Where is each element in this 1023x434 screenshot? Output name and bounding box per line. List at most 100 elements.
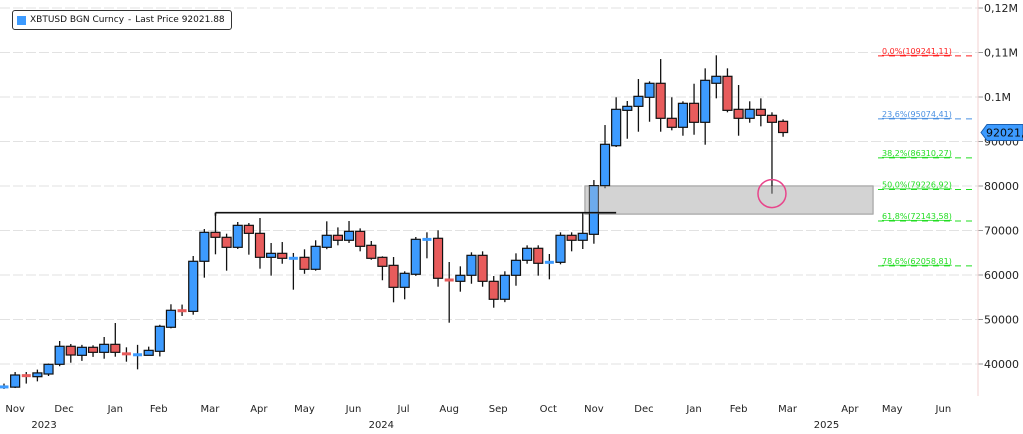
x-month-label: Jun (345, 404, 362, 415)
candle (355, 228, 366, 252)
x-month-label: Apr (841, 404, 859, 415)
candle-body (10, 374, 21, 388)
candle (533, 245, 544, 276)
candle-body (310, 245, 321, 270)
candle (199, 229, 210, 278)
candle (399, 271, 410, 300)
circle-marker (757, 178, 787, 209)
candle (711, 55, 722, 99)
candle (466, 252, 477, 284)
last-price-label: 92021,8 (986, 127, 1023, 140)
y-tick-label: 0,11M (984, 47, 1018, 60)
candle (76, 344, 88, 361)
legend: XBTUSD BGN Curncy - Last Price 92021.88 (12, 10, 232, 30)
candle-body (87, 346, 99, 353)
candle (722, 68, 733, 113)
x-month-label: Jun (935, 404, 952, 415)
candle (655, 59, 666, 132)
y-tick-label: 70000 (984, 225, 1019, 238)
candle-body-doji (444, 278, 454, 282)
last-price-tag (980, 124, 1023, 142)
candle (611, 97, 622, 148)
fib-label: 61,8%(72143,58) (882, 212, 952, 221)
candle (777, 119, 789, 137)
y-tick-label: 50000 (984, 314, 1019, 327)
candle-body (555, 234, 566, 263)
candle (499, 271, 510, 303)
candle (232, 222, 243, 250)
candle-body (755, 108, 766, 116)
x-month-label: Dec (634, 404, 653, 415)
x-year-label: 2024 (369, 420, 394, 431)
candle (110, 323, 121, 357)
candle-body (355, 230, 366, 247)
fib-label: 50,0%(79226,92) (882, 180, 952, 189)
legend-label: XBTUSD BGN Curncy (30, 15, 125, 25)
fib-label: 78,6%(62058,81) (882, 257, 952, 266)
fib-label: 0,0%(109241,11) (882, 47, 952, 56)
candle (221, 233, 232, 271)
candle-body (633, 95, 644, 107)
candle-body (477, 254, 488, 282)
candle-body (733, 108, 744, 119)
candle-body (188, 260, 199, 312)
candle-body (266, 252, 277, 258)
candle (277, 242, 288, 264)
candle (188, 255, 199, 315)
candle-body (110, 343, 121, 353)
x-month-label: Mar (200, 404, 220, 415)
candle (544, 253, 554, 280)
candle-body (221, 236, 232, 248)
candle (622, 101, 633, 139)
candle-body (622, 105, 633, 111)
candle (700, 68, 711, 145)
candle-body (611, 108, 622, 147)
candle-body (321, 234, 332, 248)
x-month-label: Nov (584, 404, 604, 415)
candle (432, 230, 444, 287)
x-month-label: Oct (540, 404, 557, 415)
legend-series: Last Price 92021.88 (135, 15, 225, 25)
candle-body (432, 237, 444, 279)
candle-body (388, 264, 399, 288)
candle-body (655, 82, 666, 119)
candle (154, 324, 165, 357)
fib-label: 23,6%(95074,41) (882, 110, 952, 119)
candle (254, 217, 266, 269)
candle-body (522, 247, 533, 261)
candle-body (154, 325, 165, 352)
candle (366, 241, 377, 260)
x-month-label: May (882, 404, 903, 415)
candle-body-doji (288, 256, 298, 260)
candle (143, 346, 154, 356)
candle (633, 79, 644, 132)
candle-body (777, 120, 789, 134)
candle-body (588, 185, 599, 235)
candle-body (32, 372, 43, 378)
candle-body (232, 224, 243, 248)
candle (310, 240, 321, 271)
candle (755, 98, 766, 127)
candle-body (76, 346, 88, 356)
candle-body (700, 79, 711, 123)
candle-body (399, 272, 410, 288)
candle-body (566, 234, 577, 241)
candle (65, 343, 76, 363)
x-month-label: Sep (489, 404, 508, 415)
candle-body (343, 230, 355, 241)
candle-body (54, 345, 65, 365)
candle (744, 101, 755, 123)
x-month-label: Jul (397, 404, 410, 415)
x-month-label: Mar (778, 404, 798, 415)
y-tick-label: 0.1M (984, 91, 1011, 104)
x-month-label: Apr (250, 404, 268, 415)
candle (165, 304, 177, 329)
y-tick-label: 40000 (984, 358, 1019, 371)
x-month-label: Dec (54, 404, 73, 415)
candle (377, 256, 388, 281)
candle-body-doji (177, 309, 187, 313)
candle-body (599, 143, 611, 187)
candle (644, 81, 655, 122)
candle-body (711, 75, 722, 84)
